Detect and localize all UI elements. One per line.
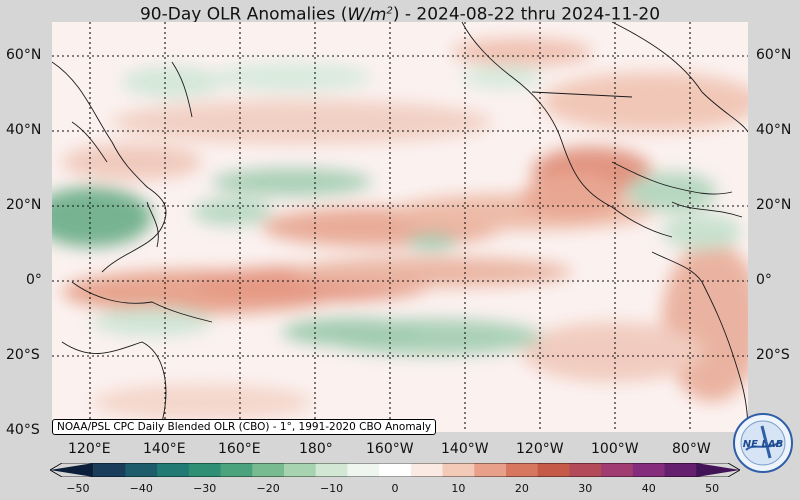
colorbar-tick-label: −40 xyxy=(129,482,153,495)
noaa-psl-logo-icon: NE LAB xyxy=(732,412,794,474)
lon-label: 140°E xyxy=(143,441,186,457)
lat-label-right: 60°N xyxy=(756,47,792,63)
colorbar xyxy=(49,462,741,478)
colorbar-segment xyxy=(284,463,317,477)
colorbar-segment xyxy=(315,463,348,477)
colorbar-segment xyxy=(664,463,697,477)
lon-label: 160°W xyxy=(366,441,414,457)
colorbar-segment xyxy=(601,463,634,477)
colorbar-tick-label: 40 xyxy=(641,482,656,495)
lat-label-left: 60°N xyxy=(6,47,42,63)
data-source-note: NOAA/PSL CPC Daily Blended OLR (CBO) - 1… xyxy=(52,419,437,435)
colorbar-tick-label: −20 xyxy=(256,482,280,495)
map-title: 90-Day OLR Anomalies (W/m2) - 2024-08-22… xyxy=(139,4,661,25)
colorbar-tick-label: 0 xyxy=(391,482,399,495)
lat-label-right: 40°N xyxy=(756,122,792,138)
lat-label-left: 40°N xyxy=(6,122,42,138)
colorbar-segment xyxy=(410,463,444,477)
svg-text:NE LAB: NE LAB xyxy=(743,439,783,450)
colorbar-tick-label: −10 xyxy=(319,482,344,495)
colorbar-tick-label: 10 xyxy=(451,482,466,495)
anomaly-field xyxy=(52,22,748,432)
colorbar-tick-label: 20 xyxy=(514,482,529,495)
colorbar-segment xyxy=(347,463,380,477)
lat-label-right: 20°S xyxy=(756,347,790,363)
colorbar-segment xyxy=(252,463,285,477)
lon-label: 80°W xyxy=(672,441,711,457)
colorbar-segment xyxy=(537,463,570,477)
colorbar-tick-label: −50 xyxy=(66,482,90,495)
lat-label-left: 40°S xyxy=(6,422,40,438)
lon-label: 120°E xyxy=(68,441,111,457)
lon-label: 180° xyxy=(299,441,333,457)
lat-label-left: 0° xyxy=(26,272,42,288)
lon-label: 100°W xyxy=(591,441,639,457)
lat-label-right: 20°N xyxy=(756,197,792,213)
colorbar-segment xyxy=(442,463,475,477)
colorbar-segment xyxy=(50,463,94,477)
colorbar-tick-label: 30 xyxy=(578,482,593,495)
colorbar-segment xyxy=(474,463,507,477)
colorbar-segment xyxy=(93,463,126,477)
colorbar-tick-label: 50 xyxy=(705,482,720,495)
lat-label-right: 0° xyxy=(756,272,772,288)
lat-label-left: 20°S xyxy=(6,347,40,363)
olr-anomaly-map xyxy=(52,22,748,432)
lon-label: 140°W xyxy=(441,441,489,457)
colorbar-segment xyxy=(506,463,539,477)
colorbar-segment xyxy=(157,463,190,477)
colorbar-graphic xyxy=(49,462,741,478)
lat-label-left: 20°N xyxy=(6,197,42,213)
colorbar-segment xyxy=(696,463,740,477)
colorbar-segment xyxy=(569,463,602,477)
graticule xyxy=(52,22,748,432)
lon-label: 120°W xyxy=(516,441,564,457)
lon-label: 160°E xyxy=(218,441,261,457)
colorbar-segment xyxy=(379,463,412,477)
colorbar-segment xyxy=(188,463,222,477)
colorbar-tick-label: −30 xyxy=(193,482,217,495)
colorbar-segment xyxy=(125,463,158,477)
colorbar-segment xyxy=(632,463,666,477)
colorbar-segment xyxy=(220,463,253,477)
